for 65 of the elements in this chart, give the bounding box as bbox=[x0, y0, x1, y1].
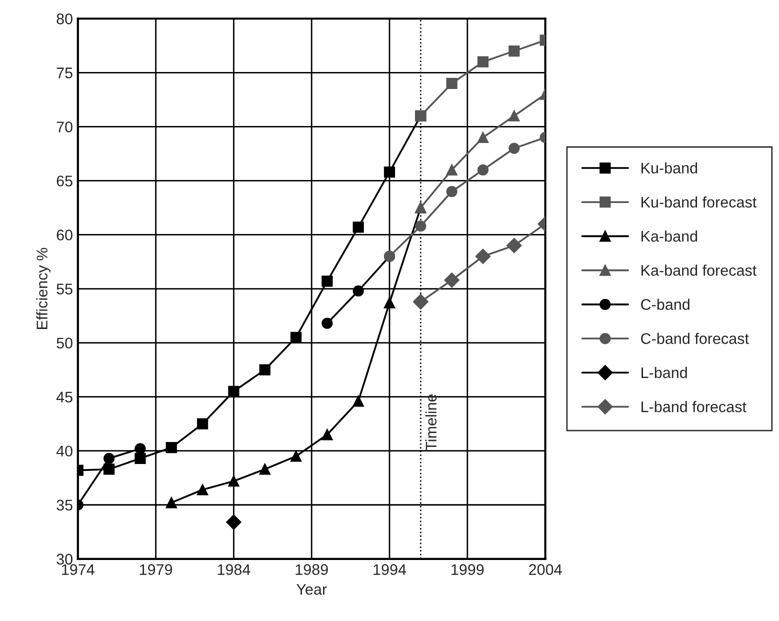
legend-label: Ka-band forecast bbox=[642, 264, 757, 276]
x-tick-label: 1974 bbox=[62, 564, 94, 575]
x-tick-label: 1979 bbox=[140, 564, 172, 575]
point bbox=[259, 464, 270, 475]
y-tick-label: 30 bbox=[56, 554, 72, 565]
point bbox=[134, 452, 146, 464]
legend-label: L-band forecast bbox=[642, 401, 746, 412]
y-tick-label: 70 bbox=[56, 122, 72, 132]
legend-label: Ka-band bbox=[642, 230, 698, 242]
legend-label: Ku-band forecast bbox=[642, 196, 757, 208]
point bbox=[415, 220, 426, 232]
point bbox=[508, 142, 520, 154]
point bbox=[508, 45, 520, 57]
point bbox=[290, 332, 302, 343]
point bbox=[322, 318, 333, 329]
point bbox=[322, 429, 333, 440]
point bbox=[290, 450, 302, 462]
x-tick-label: 2004 bbox=[529, 564, 562, 575]
y-tick-label: 65 bbox=[56, 176, 72, 186]
point bbox=[104, 452, 115, 464]
legend-label: L-band bbox=[642, 366, 687, 378]
point bbox=[446, 186, 458, 198]
point bbox=[228, 476, 240, 487]
x-tick-label: 1989 bbox=[296, 564, 328, 575]
point bbox=[384, 297, 396, 308]
y-tick-label: 60 bbox=[56, 230, 72, 240]
point bbox=[104, 464, 115, 475]
point bbox=[166, 442, 177, 454]
point bbox=[352, 396, 364, 407]
y-axis-title: Efficiency % bbox=[36, 248, 50, 329]
point bbox=[228, 386, 240, 397]
point bbox=[508, 110, 520, 122]
point bbox=[477, 164, 489, 176]
point bbox=[446, 164, 458, 176]
legend-label: Ku-band bbox=[642, 162, 698, 174]
y-tick-label: 75 bbox=[56, 68, 72, 78]
x-tick-label: 1999 bbox=[452, 564, 484, 575]
y-tick-label: 50 bbox=[56, 338, 72, 348]
x-tick-label: 1994 bbox=[374, 564, 406, 575]
legend-label: C-band bbox=[641, 298, 690, 310]
y-tick-label: 40 bbox=[56, 446, 72, 457]
y-tick-label: 80 bbox=[56, 14, 72, 24]
point bbox=[352, 222, 364, 233]
point bbox=[196, 484, 208, 496]
point bbox=[477, 56, 489, 68]
x-axis-title: Year bbox=[296, 584, 327, 595]
point bbox=[226, 514, 242, 530]
point bbox=[384, 166, 396, 178]
point bbox=[444, 272, 460, 288]
point bbox=[475, 248, 491, 264]
point bbox=[134, 443, 146, 454]
point bbox=[259, 364, 270, 376]
point bbox=[196, 418, 208, 430]
legend-label: C-band forecast bbox=[641, 332, 749, 344]
point bbox=[446, 78, 458, 90]
point bbox=[352, 285, 364, 296]
y-tick-label: 55 bbox=[56, 284, 72, 294]
point bbox=[166, 497, 177, 508]
y-tick-label: 35 bbox=[56, 500, 72, 511]
point bbox=[322, 276, 333, 287]
y-tick-label: 45 bbox=[56, 392, 72, 403]
point bbox=[477, 132, 489, 144]
x-tick-label: 1984 bbox=[218, 564, 250, 575]
ref-line-label: Timeline bbox=[425, 394, 437, 450]
point bbox=[506, 238, 522, 254]
